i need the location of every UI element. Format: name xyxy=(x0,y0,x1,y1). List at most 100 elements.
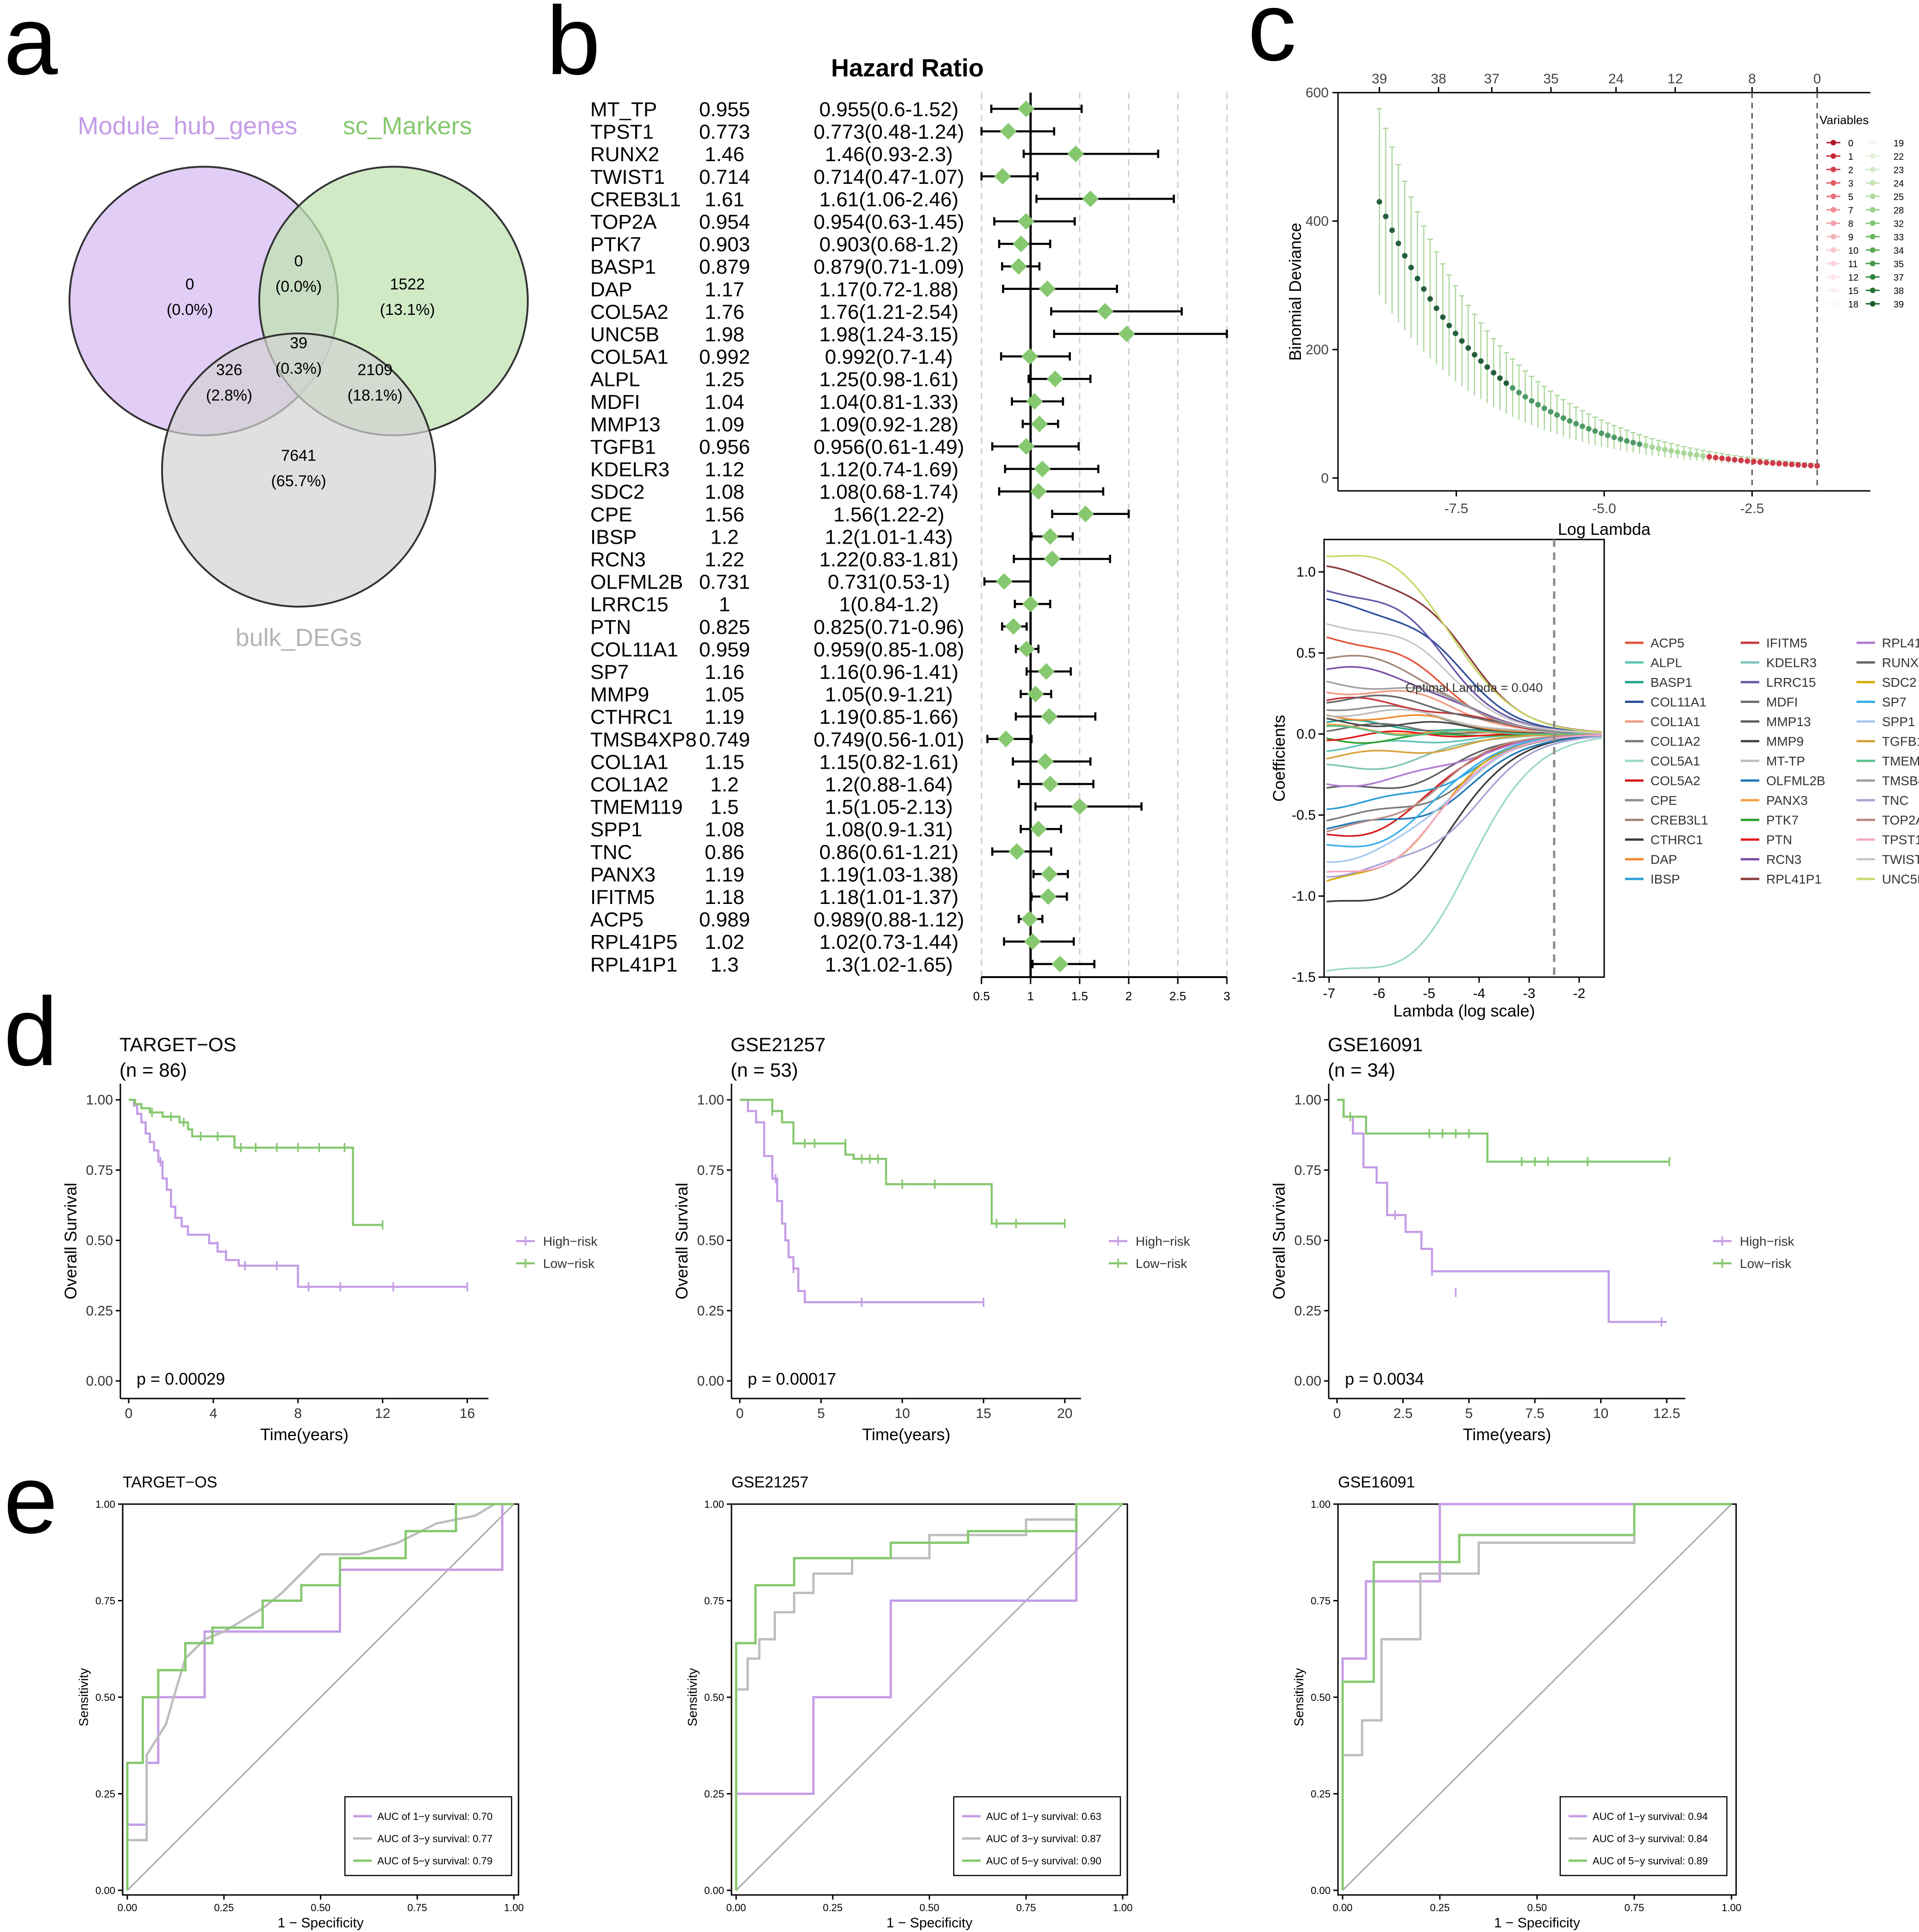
venn-diagram: Module_hub_genes sc_Markers bulk_DEGs 0 (0.0… xyxy=(69,112,529,652)
deviance-point xyxy=(1592,428,1598,434)
lasso-legend-label: COL11A1 xyxy=(1650,695,1706,709)
km-x-label: Time(years) xyxy=(1463,1425,1551,1444)
forest-hr-value: 0.714 xyxy=(699,166,750,188)
forest-hr-value: 1.18 xyxy=(705,886,744,909)
km-x-tick-label: 10 xyxy=(894,1406,910,1421)
km-curve-high-risk xyxy=(740,1098,984,1304)
deviance-legend-label: 12 xyxy=(1848,273,1858,283)
forest-ci-text: 1.98(1.24-3.15) xyxy=(819,323,959,346)
forest-hr-value: 1.61 xyxy=(705,188,744,211)
lasso-legend-label: IFITM5 xyxy=(1766,636,1807,650)
panel-label-c: c xyxy=(1248,0,1296,81)
km-x-tick-label: 7.5 xyxy=(1525,1406,1544,1421)
deviance-point xyxy=(1427,296,1433,302)
forest-hr-marker xyxy=(1047,370,1063,388)
forest-hr-value: 1.56 xyxy=(705,503,744,526)
forest-x-tick-label: 2 xyxy=(1125,989,1132,1003)
forest-hr-marker xyxy=(1037,753,1054,770)
km-y-label: Overall Survival xyxy=(61,1183,80,1299)
forest-hr-value: 1.3 xyxy=(710,953,738,976)
forest-gene-label: RPL41P5 xyxy=(590,931,677,953)
roc-y-tick-label: 0.75 xyxy=(704,1595,724,1607)
deviance-point xyxy=(1516,389,1522,395)
lasso-legend-label: DAP xyxy=(1650,853,1677,867)
forest-gene-label: CPE xyxy=(590,503,632,526)
deviance-point xyxy=(1421,286,1427,292)
forest-title: Hazard Ratio xyxy=(831,54,984,82)
deviance-legend-title: Variables xyxy=(1819,113,1869,127)
forest-ci-text: 1.18(1.01-1.37) xyxy=(819,886,959,909)
deviance-legend-dot xyxy=(1870,167,1875,172)
roc-x-tick-label: 0.00 xyxy=(1333,1902,1353,1913)
deviance-legend-label: 0 xyxy=(1848,138,1853,149)
deviance-point xyxy=(1681,450,1687,456)
forest-hr-marker xyxy=(1082,190,1099,207)
lasso-x-tick-label: -4 xyxy=(1473,986,1486,1001)
deviance-point xyxy=(1414,276,1420,282)
forest-hr-value: 1.46 xyxy=(705,143,744,166)
venn-region-percent: (13.1%) xyxy=(380,301,435,319)
deviance-legend-dot xyxy=(1870,247,1875,253)
deviance-legend-label: 22 xyxy=(1894,152,1904,162)
deviance-legend-dot xyxy=(1870,274,1875,280)
forest-hr-value: 1.76 xyxy=(705,301,744,323)
forest-hr-marker xyxy=(1031,415,1048,433)
lasso-plot-frame xyxy=(1323,539,1605,978)
forest-hr-value: 1.16 xyxy=(705,661,744,684)
deviance-point xyxy=(1491,370,1497,376)
deviance-point xyxy=(1795,462,1801,468)
lasso-legend-label: TWIST1 xyxy=(1882,853,1919,867)
km-curve-low-risk xyxy=(740,1098,1065,1225)
forest-ci-text: 1.08(0.68-1.74) xyxy=(819,481,959,503)
roc-y-label: Sensitivity xyxy=(76,1668,91,1726)
lasso-legend-label: OLFML2B xyxy=(1766,774,1825,788)
km-pvalue: p = 0.0034 xyxy=(1345,1369,1424,1388)
forest-hr-value: 1.02 xyxy=(705,931,744,953)
deviance-x-tick-label: -2.5 xyxy=(1740,501,1764,516)
forest-gene-label: MDFI xyxy=(590,391,640,414)
forest-hr-value: 1 xyxy=(719,593,730,616)
forest-gene-label: KDELR3 xyxy=(590,458,669,481)
km-subtitle: (n = 34) xyxy=(1328,1059,1395,1081)
deviance-point xyxy=(1535,401,1541,408)
deviance-point xyxy=(1560,415,1566,421)
forest-gene-label: COL5A1 xyxy=(590,346,669,369)
forest-gene-label: MMP9 xyxy=(590,684,649,706)
km-curve-low-risk xyxy=(1337,1098,1669,1163)
deviance-y-tick-label: 600 xyxy=(1306,85,1329,100)
deviance-legend-label: 35 xyxy=(1894,259,1904,270)
roc-legend-box xyxy=(953,1796,1121,1876)
deviance-point xyxy=(1497,375,1503,381)
forest-hr-marker xyxy=(1038,663,1055,680)
deviance-point xyxy=(1757,459,1763,465)
lasso-legend-label: SDC2 xyxy=(1882,675,1917,690)
deviance-point xyxy=(1484,364,1490,370)
venn-region-count: 2109 xyxy=(357,361,393,379)
forest-hr-value: 0.954 xyxy=(699,211,750,233)
km-plot: GSE16091 (n = 34) 0.00 0.25 0.50 0.75 1.00 0 2.5… xyxy=(1269,1034,1794,1444)
km-x-label: Time(years) xyxy=(862,1425,950,1444)
km-plot: TARGET−OS (n = 86) 0.00 0.25 0.50 0.75 1.00 0 4 8… xyxy=(61,1034,598,1444)
deviance-legend-dot xyxy=(1870,153,1875,159)
forest-x-tick-label: 3 xyxy=(1224,989,1230,1003)
roc-title: GSE21257 xyxy=(731,1474,808,1491)
km-y-label: Overall Survival xyxy=(1269,1183,1288,1299)
lasso-legend-label: ALPL xyxy=(1650,656,1682,670)
deviance-point xyxy=(1656,445,1662,452)
deviance-legend-dot xyxy=(1831,194,1836,199)
deviance-x-tick-label: -5.0 xyxy=(1592,501,1616,516)
roc-title: TARGET−OS xyxy=(123,1474,217,1491)
forest-hr-value: 1.25 xyxy=(705,368,744,391)
lasso-y-tick-label: -1.5 xyxy=(1292,970,1316,985)
deviance-y-tick-label: 200 xyxy=(1306,342,1329,358)
deviance-point xyxy=(1713,455,1719,461)
lasso-legend-label: MDFI xyxy=(1766,695,1798,709)
deviance-legend-label: 28 xyxy=(1894,206,1904,216)
km-x-tick-label: 15 xyxy=(976,1406,991,1421)
forest-hr-marker xyxy=(1021,348,1038,365)
roc-curve-y5 xyxy=(126,1503,514,1890)
roc-legend-label: AUC of 1−y survival: 0.63 xyxy=(986,1811,1101,1822)
km-y-tick-label: 0.25 xyxy=(697,1303,724,1318)
km-x-tick-label: 0 xyxy=(736,1406,744,1421)
deviance-point xyxy=(1541,405,1547,411)
